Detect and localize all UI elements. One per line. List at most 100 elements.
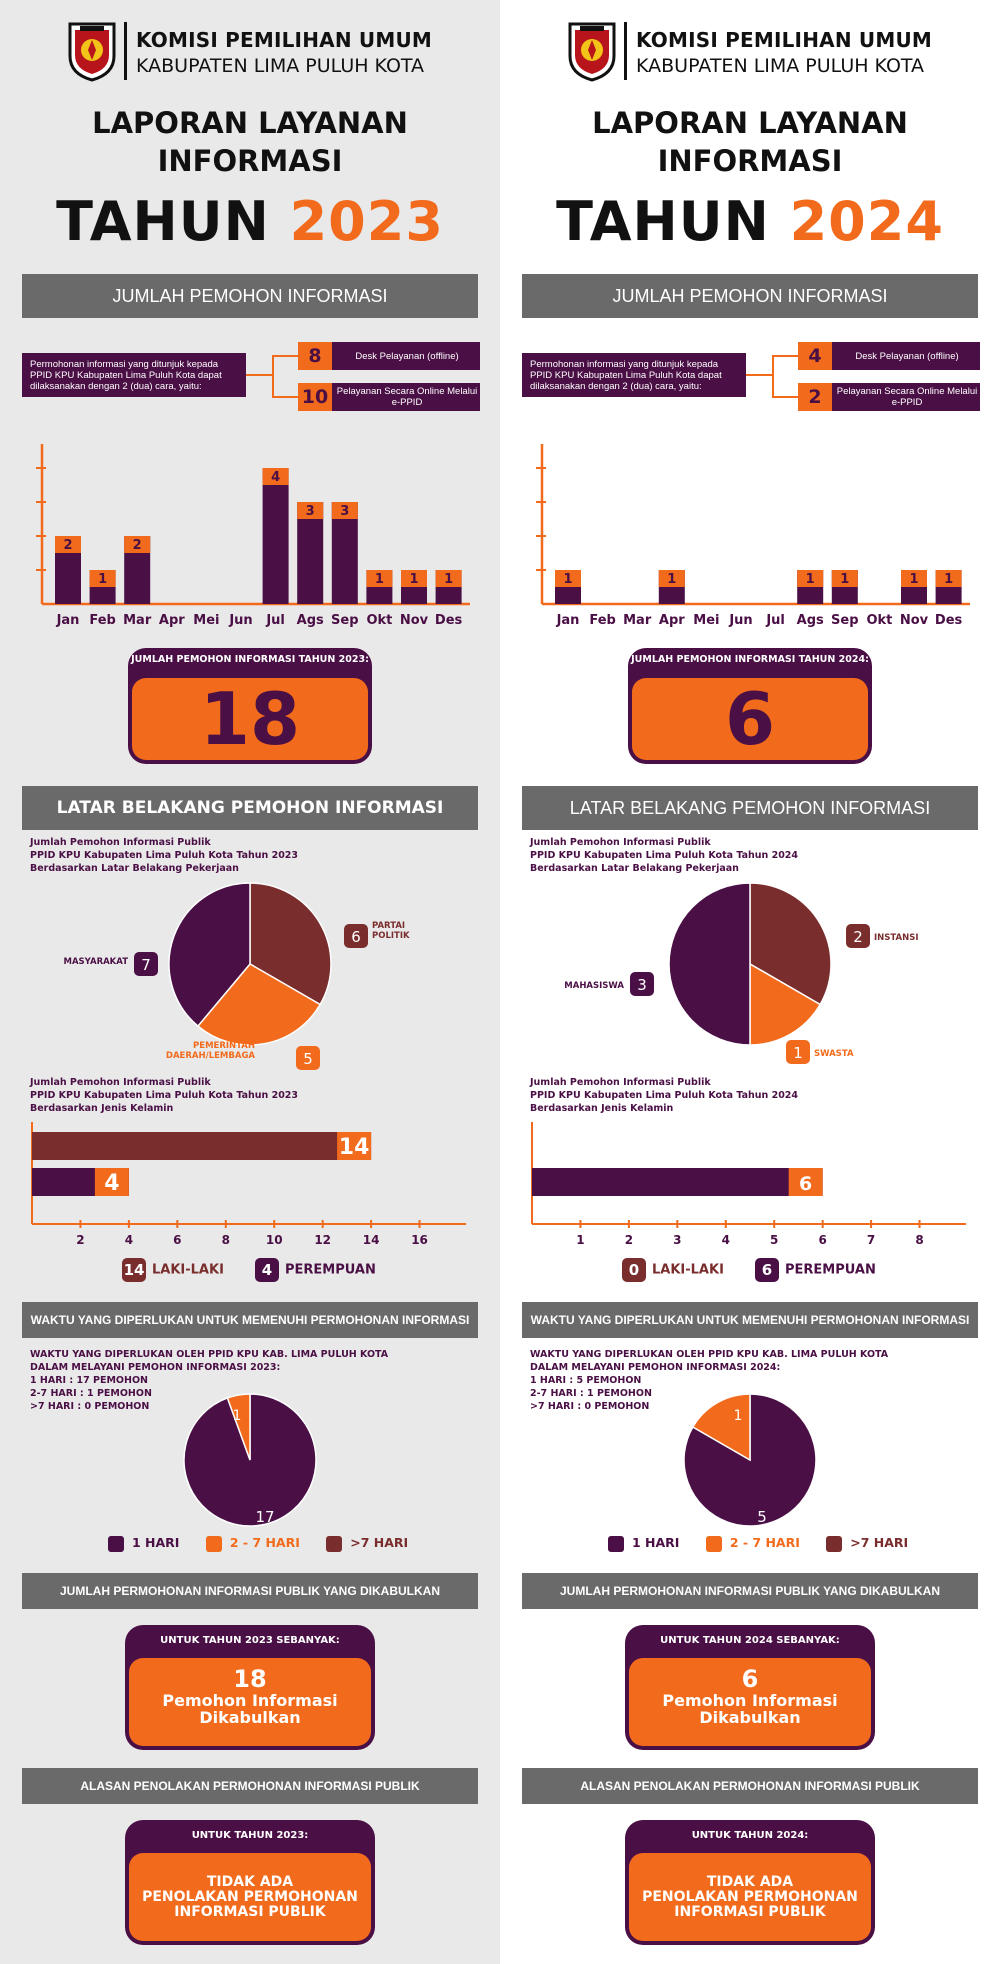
monthly-requests-chart: 1 Jan Feb Mar 1 Apr Mei Jun Jul 1 Ags 1 Sep Okt 1 Nov 1 D…	[536, 444, 970, 628]
badge-0	[846, 924, 870, 948]
month-label-Jun: Jun	[728, 613, 752, 628]
slice-label-0: POLITIK	[372, 931, 410, 941]
month-label-Apr: Apr	[659, 613, 685, 628]
pie-slice-partai-politik	[249, 882, 332, 1006]
month-label-Mei: Mei	[193, 613, 219, 628]
bar-cap-Des	[935, 570, 962, 587]
badge-value-1: 5	[303, 1050, 313, 1068]
month-label-Ags: Ags	[297, 613, 324, 628]
bar-label-Nov: 1	[909, 572, 918, 587]
bar-label-Apr: 1	[667, 572, 676, 587]
channel-offline: 8 Desk Pelayanan (offline)	[298, 342, 480, 370]
gender-tick-label: 3	[673, 1233, 681, 1247]
gender-tick-label: 14	[363, 1233, 380, 1247]
pie-slice-pemerintah-daerah-lembaga	[196, 963, 322, 1046]
legend-female: 6 PEREMPUAN	[755, 1258, 876, 1282]
month-label-Sep: Sep	[331, 613, 359, 628]
time-summary-text: WAKTU YANG DIPERLUKAN OLEH PPID KPU KAB.…	[30, 1349, 389, 1412]
request-method-text: Permohonan informasi yang ditunjuk kepad…	[22, 353, 246, 397]
gender-tick-label: 1	[576, 1233, 584, 1247]
gender-bar-chart: 2 4 6 8 10 12 14 16 14 4	[31, 1122, 466, 1247]
time-value-1hari: 5	[757, 1508, 767, 1526]
section-rejection-header: ALASAN PENOLAKAN PERMOHONAN INFORMASI PU…	[522, 1768, 978, 1804]
pie-slice-swasta	[749, 962, 822, 1046]
gender-bar-chart: 1 2 3 4 5 6 7 8 6	[531, 1122, 966, 1247]
bar-label-Okt: 1	[375, 572, 384, 587]
pie-slice-2-7-hari	[226, 1393, 251, 1461]
granted-card: UNTUK TAHUN 2023 SEBANYAK: 18 Pemohon Inf…	[125, 1625, 375, 1750]
rejection-card: UNTUK TAHUN 2024: TIDAK ADA PENOLAKAN PER…	[625, 1820, 875, 1945]
bar-label-Des: 1	[944, 572, 953, 587]
slice-label-2: MAHASISWA	[564, 981, 624, 991]
report-year: TAHUN 2023	[56, 190, 444, 253]
bar-cap-Nov	[401, 570, 427, 587]
time-legend: 1 HARI 2 - 7 HARI >7 HARI	[108, 1535, 430, 1552]
section-time-header: WAKTU YANG DIPERLUKAN UNTUK MEMENUHI PER…	[522, 1302, 978, 1338]
kpu-header: KOMISI PEMILIHAN UMUM KABUPATEN LIMA PUL…	[566, 20, 946, 82]
gender-tick-label: 7	[867, 1233, 875, 1247]
report-year: TAHUN 2024	[556, 190, 944, 253]
pie-slice-masyarakat	[168, 882, 251, 1028]
badge-1	[296, 1046, 320, 1070]
bar-cap-Mar	[124, 536, 151, 553]
legend-male: 14 LAKI-LAKI	[122, 1258, 224, 1282]
badge-0	[344, 924, 368, 948]
pie-slice-2-7-hari	[691, 1393, 751, 1462]
badge-value-0: 2	[853, 928, 863, 946]
bar-cap-Ags	[797, 570, 824, 587]
report-title-line1: LAPORAN LAYANAN	[92, 106, 408, 140]
gender-tick-label: 10	[266, 1233, 283, 1247]
month-label-Ags: Ags	[797, 613, 824, 628]
gender-tick-label: 12	[314, 1233, 331, 1247]
gender-bar-cap	[337, 1132, 372, 1160]
bar-Jul	[262, 468, 289, 604]
section-requests-header: JUMLAH PEMOHON INFORMASI	[22, 274, 478, 318]
gender-tick-label: 4	[722, 1233, 730, 1247]
occupation-pie-chart: 2 INSTANSI 1 SWASTA 3 MAHASISWA	[564, 882, 919, 1064]
org-name: KOMISI PEMILIHAN UMUM	[636, 28, 933, 52]
pie-slice-mahasiswa	[668, 882, 751, 1046]
slice-label-0: PARTAI	[372, 921, 405, 931]
section-time-header: WAKTU YANG DIPERLUKAN UNTUK MEMENUHI PER…	[22, 1302, 478, 1338]
kpu-logo-icon	[68, 22, 116, 82]
legend-female: 4 PEREMPUAN	[255, 1258, 376, 1282]
pie-slice-instansi	[749, 882, 832, 1006]
bar-cap-Ags	[297, 502, 324, 519]
monthly-requests-chart: 2 Jan 1 Feb 2 Mar Apr Mei Jun 4 Jul 3 Ags 3 Sep 1 Okt 1 No…	[36, 444, 470, 628]
time-value-2-7hari: 1	[233, 1408, 242, 1424]
channel-online: 10 Pelayanan Secara Online Melalui e-PPID	[298, 383, 480, 411]
month-label-Feb: Feb	[589, 613, 615, 628]
month-label-Sep: Sep	[831, 613, 859, 628]
gender-tick-label: 6	[818, 1233, 826, 1247]
section-requests-header: JUMLAH PEMOHON INFORMASI	[522, 274, 978, 318]
badge-value-1: 1	[793, 1044, 803, 1062]
bar-cap-Feb	[89, 570, 116, 587]
bar-cap-Jan	[555, 570, 581, 587]
month-label-Jan: Jan	[556, 613, 580, 628]
bar-cap-Okt	[366, 570, 393, 587]
gender-tick-label: 6	[173, 1233, 181, 1247]
gender-bar-cap	[788, 1168, 823, 1196]
occupation-chart-title: Jumlah Pemohon Informasi Publik PPID KPU …	[530, 837, 799, 874]
bar-label-Jan: 1	[563, 572, 572, 587]
section-background-header: LATAR BELAKANG PEMOHON INFORMASI	[22, 786, 478, 830]
gender-chart-title: Jumlah Pemohon Informasi Publik PPID KPU …	[530, 1077, 799, 1114]
occupation-chart-title: Jumlah Pemohon Informasi Publik PPID KPU …	[30, 837, 299, 874]
header-divider	[124, 22, 127, 80]
bar-label-Nov: 1	[409, 572, 418, 587]
gender-bar-value: 14	[339, 1135, 370, 1160]
slice-label-0: INSTANSI	[874, 933, 919, 943]
gender-tick-label: 8	[915, 1233, 923, 1247]
channel-offline: 4 Desk Pelayanan (offline)	[798, 342, 980, 370]
badge-1	[786, 1040, 810, 1064]
time-value-2-7hari: 1	[734, 1408, 743, 1424]
gender-tick-label: 5	[770, 1233, 778, 1247]
slice-label-1: SWASTA	[814, 1049, 854, 1059]
bar-label-Ags: 3	[306, 504, 315, 519]
gender-bar-laki-laki	[32, 1132, 372, 1160]
bar-cap-Nov	[901, 570, 927, 587]
gender-tick-label: 8	[222, 1233, 230, 1247]
channel-online: 2 Pelayanan Secara Online Melalui e-PPID	[798, 383, 980, 411]
